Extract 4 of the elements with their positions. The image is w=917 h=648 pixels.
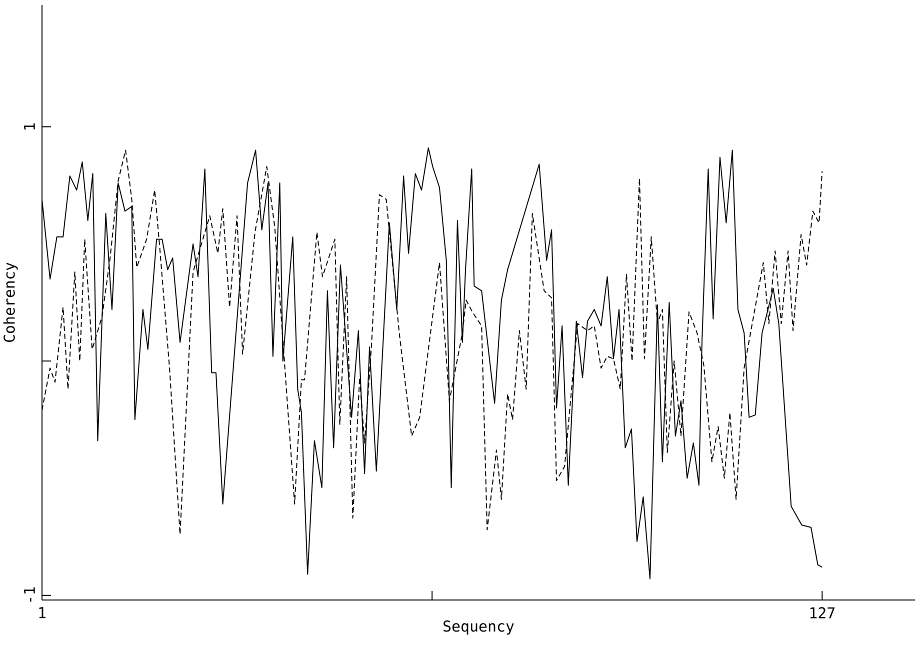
y-tick-label: -1: [24, 587, 35, 602]
y-axis-title: Coherency: [3, 262, 18, 342]
x-tick-label: 127: [810, 607, 835, 618]
x-axis-title: Sequency: [444, 620, 514, 635]
